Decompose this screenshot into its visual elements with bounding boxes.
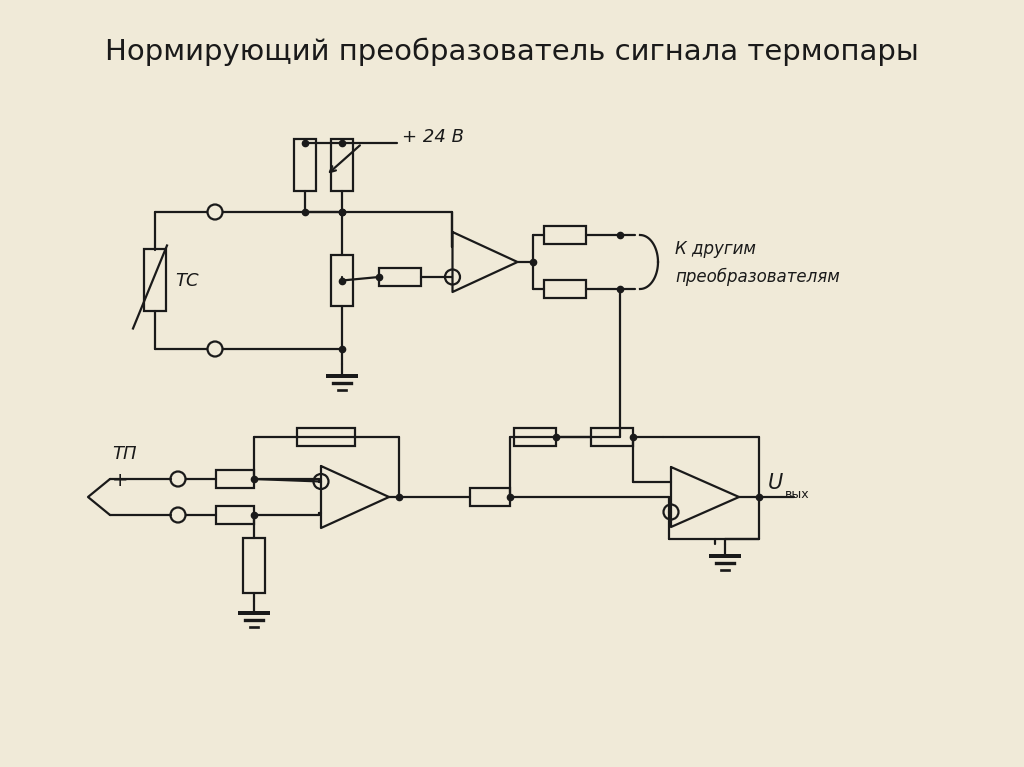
Text: TC: TC bbox=[175, 272, 199, 289]
Bar bbox=[144, 249, 166, 311]
Bar bbox=[331, 140, 353, 192]
Bar bbox=[514, 428, 556, 446]
Bar bbox=[294, 140, 316, 192]
Text: ТП: ТП bbox=[112, 445, 136, 463]
Bar bbox=[470, 488, 510, 506]
Bar bbox=[216, 470, 254, 488]
Bar bbox=[298, 428, 355, 446]
Text: Нормирующий преобразователь сигнала термопары: Нормирующий преобразователь сигнала терм… bbox=[105, 38, 919, 66]
Text: + 24 B: + 24 B bbox=[402, 128, 464, 146]
Text: вых: вых bbox=[785, 489, 810, 502]
Bar bbox=[216, 506, 254, 524]
Bar bbox=[544, 280, 586, 298]
Bar bbox=[544, 226, 586, 244]
Text: К другим: К другим bbox=[675, 240, 756, 258]
Bar bbox=[331, 255, 353, 307]
Text: преобразователям: преобразователям bbox=[675, 268, 840, 286]
Bar bbox=[379, 268, 421, 286]
Text: $U$: $U$ bbox=[767, 473, 784, 493]
Bar bbox=[243, 538, 265, 592]
Text: +: + bbox=[112, 472, 128, 491]
Bar bbox=[591, 428, 633, 446]
